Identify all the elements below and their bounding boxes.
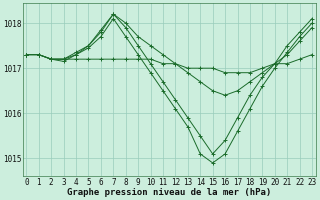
X-axis label: Graphe pression niveau de la mer (hPa): Graphe pression niveau de la mer (hPa) xyxy=(67,188,271,197)
